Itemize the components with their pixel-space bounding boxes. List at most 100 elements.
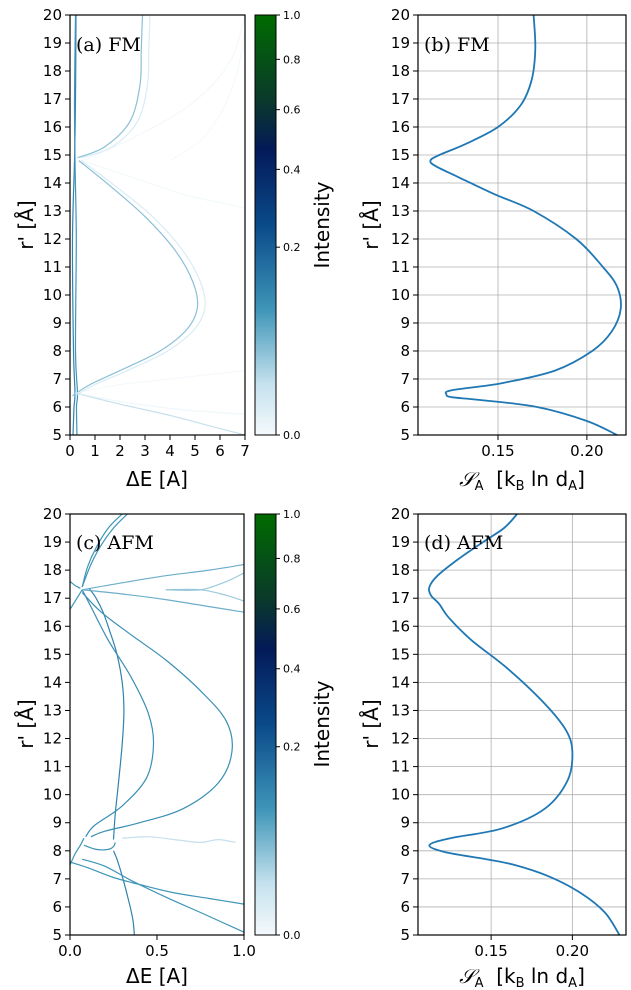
colorbar-c-label: Intensity: [310, 680, 334, 767]
panel-c-series-13: [82, 589, 244, 613]
panel-a-frame: [69, 14, 246, 436]
panel-c-series-9: [81, 514, 128, 588]
y-tick-label: 16: [43, 118, 62, 136]
y-tick-label: 9: [400, 314, 410, 332]
x-tick-label: 0.15: [481, 442, 514, 460]
panel-c-annotation: (c) AFM: [76, 532, 154, 554]
panel-d-annotation: (d) AFM: [424, 532, 503, 554]
x-tick-label: 0.15: [474, 942, 507, 960]
colorbar-c: 0.0 0.2 0.4 0.6 0.8 1.0 Intensity: [254, 508, 334, 942]
y-tick-label: 14: [43, 174, 62, 192]
panel-c-xlabel: ΔE [A]: [126, 964, 188, 988]
y-tick-label: 6: [400, 898, 410, 916]
y-tick-label: 14: [391, 673, 410, 691]
panel-a-series-5: [81, 15, 151, 159]
y-tick-label: 14: [43, 673, 62, 691]
colorbar-tick-label: 0.8: [283, 53, 301, 66]
y-tick-label: 5: [400, 426, 410, 444]
panel-a-annotation: (a) FM: [76, 34, 141, 56]
panel-c-series-4: [70, 837, 85, 866]
colorbar-a-ticks: 0.0 0.2 0.4 0.6 0.8 1.0: [276, 9, 301, 442]
y-tick-label: 17: [43, 90, 62, 108]
panel-c-series-10: [70, 589, 83, 610]
colorbar-a-label: Intensity: [310, 181, 334, 268]
y-tick-label: 13: [43, 202, 62, 220]
x-tick-label: 4: [165, 442, 175, 460]
colorbar-tick-label: 0.4: [283, 663, 301, 676]
colorbar-a: 0.0 0.2 0.4 0.6 0.8 1.0 Intensity: [254, 9, 334, 442]
x-tick-label: 6: [215, 442, 225, 460]
colorbar-tick-label: 1.0: [283, 508, 301, 521]
y-tick-label: 10: [43, 286, 62, 304]
y-tick-label: 14: [391, 174, 410, 192]
y-tick-label: 15: [43, 146, 62, 164]
panel-a-series-9: [74, 392, 245, 435]
svg-text:𝒮A [kB ln dA]: 𝒮A [kB ln dA]: [459, 467, 585, 494]
panel-c-yticks: 5 6 7 8 9 10 11 12 13 14 15 16 17 18 19 20: [43, 505, 70, 944]
panel-c-series-12: [82, 563, 244, 591]
panel-a-ylabel: r' [Å]: [14, 200, 38, 249]
panel-b-xlabel: 𝒮A [kB ln dA]: [459, 467, 585, 494]
y-tick-label: 13: [391, 701, 410, 719]
y-tick-label: 11: [43, 758, 62, 776]
colorbar-tick-label: 0.0: [283, 929, 301, 942]
y-tick-label: 16: [43, 617, 62, 635]
panel-c-series-3: [81, 592, 233, 838]
y-tick-label: 20: [391, 505, 410, 523]
y-tick-label: 17: [43, 589, 62, 607]
panel-d: 0.15 0.20 5 6 7 8 9 10 11 12 13 14 15 16 17 18 19 20 (d)…: [359, 505, 627, 990]
y-tick-label: 20: [43, 505, 62, 523]
svg-text:𝒮A [kB ln dA]: 𝒮A [kB ln dA]: [459, 964, 585, 990]
panel-d-ylabel: r' [Å]: [359, 699, 383, 748]
y-tick-label: 5: [52, 926, 62, 944]
y-tick-label: 18: [43, 561, 62, 579]
colorbar-tick-label: 0.4: [283, 163, 301, 176]
y-tick-label: 19: [43, 34, 62, 52]
y-tick-label: 8: [52, 342, 62, 360]
y-tick-label: 7: [400, 870, 410, 888]
panel-d-xlabel: 𝒮A [kB ln dA]: [459, 964, 585, 990]
panel-a-series-8: [169, 28, 245, 162]
panel-b-yticks: 5 6 7 8 9 10 11 12 13 14 15 16 17 18 19 20: [391, 6, 418, 444]
y-tick-label: 6: [52, 398, 62, 416]
panel-c-series-15: [165, 588, 244, 602]
x-tick-label: 5: [190, 442, 200, 460]
x-tick-label: 1.0: [232, 942, 256, 960]
panel-b-grid: [418, 14, 626, 436]
panel-b-lines: [429, 15, 622, 435]
y-tick-label: 19: [43, 533, 62, 551]
colorbar-tick-label: 0.2: [283, 241, 301, 254]
colorbar-c-gradient: [254, 513, 277, 936]
panel-c-lines: [70, 514, 244, 935]
y-tick-label: 10: [391, 286, 410, 304]
y-tick-label: 5: [400, 926, 410, 944]
y-tick-label: 7: [52, 370, 62, 388]
panel-c-series-14: [165, 572, 244, 592]
y-tick-label: 8: [52, 842, 62, 860]
panel-a-series-3: [74, 160, 206, 397]
y-tick-label: 17: [391, 90, 410, 108]
y-tick-label: 12: [391, 230, 410, 248]
y-tick-label: 10: [391, 786, 410, 804]
x-tick-label: 3: [140, 442, 150, 460]
x-tick-label: 0.5: [145, 942, 169, 960]
panel-b-xticks: 0.15 0.20: [481, 435, 604, 460]
y-tick-label: 6: [400, 398, 410, 416]
y-tick-label: 11: [391, 258, 410, 276]
panel-a-yticks: 5 6 7 8 9 10 11 12 13 14 15 16 17 18 19 20: [43, 6, 70, 444]
panel-b-annotation: (b) FM: [424, 34, 490, 56]
y-tick-label: 18: [43, 62, 62, 80]
panel-c-series-16: [122, 836, 236, 844]
colorbar-tick-label: 1.0: [283, 9, 301, 22]
panel-d-grid: [418, 513, 626, 936]
x-tick-label: 2: [115, 442, 125, 460]
panel-a-series-11: [74, 370, 245, 394]
y-tick-label: 9: [52, 814, 62, 832]
panel-b-series-0: [429, 15, 622, 435]
panel-d-yticks: 5 6 7 8 9 10 11 12 13 14 15 16 17 18 19 20: [391, 505, 418, 944]
panel-c-series-5: [83, 842, 116, 851]
y-tick-label: 5: [52, 426, 62, 444]
panel-a-series-4: [77, 15, 144, 159]
